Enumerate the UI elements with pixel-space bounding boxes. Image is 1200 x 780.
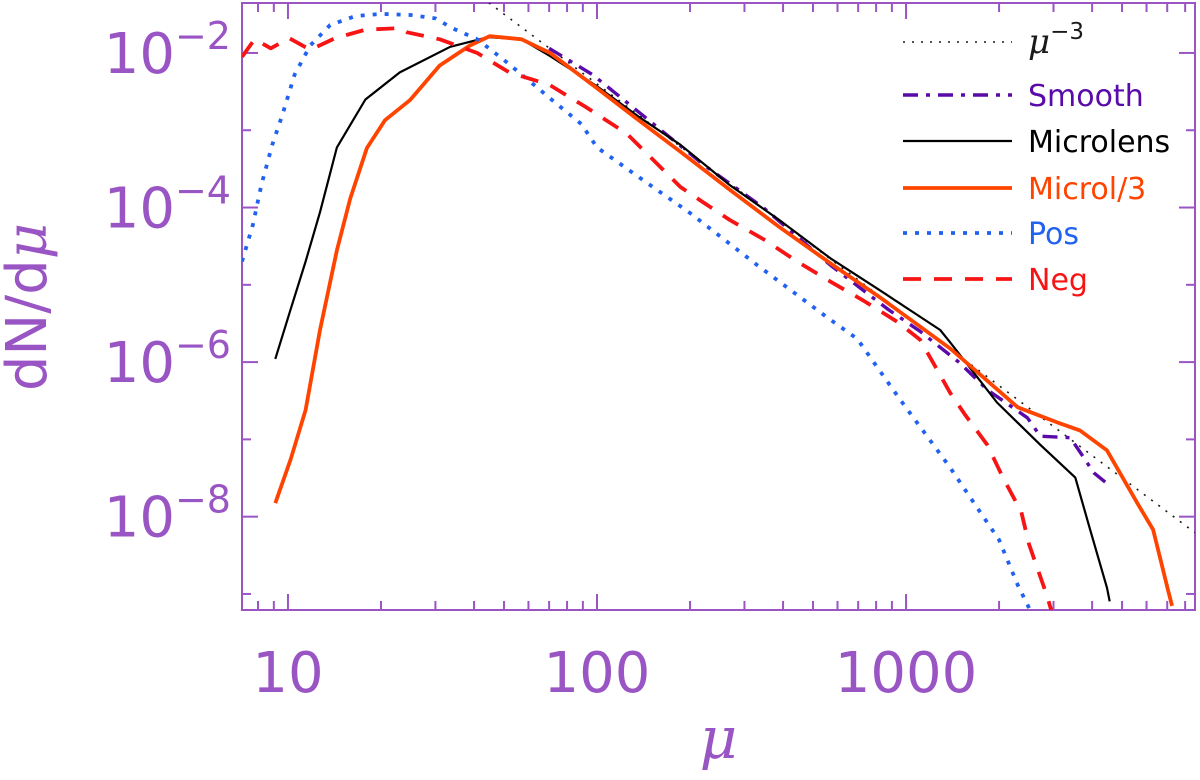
x-axis-label: μ [700,704,738,772]
x-tick-label: 10 [252,641,323,706]
legend-item-microlens: Microlens [903,125,1170,160]
legend-mu-minus-3-label: μ−3 [1028,19,1084,62]
series-mu-minus-3-line [488,3,1195,534]
series-pos-line [242,12,1033,610]
x-tick-label: 1000 [835,641,978,706]
y-axis-label: dN/dμ [0,223,60,391]
legend-smooth-label: Smooth [1028,79,1144,114]
series-microlens-line [274,36,1111,602]
legend: μ−3 Smooth Microlens Microl/3 Pos Neg [903,19,1170,298]
legend-item-neg: Neg [903,263,1088,298]
legend-pos-label: Pos [1028,217,1079,252]
legend-microlens-label: Microlens [1028,125,1170,160]
series-microl3-line [273,34,1174,607]
legend-neg-label: Neg [1028,263,1088,298]
axis-ticks [242,3,1195,610]
legend-item-smooth: Smooth [903,79,1144,114]
plot-border [241,2,1196,611]
y-tick-label: 10−4 [104,169,231,242]
curves [242,3,1195,610]
y-tick-label: 10−8 [104,478,231,551]
legend-microl3-label: Microl/3 [1028,172,1146,207]
legend-item-pos: Pos [903,217,1079,252]
series-neg-line [242,26,1054,610]
x-tick-label: 100 [544,641,651,706]
y-tick-label: 10−6 [104,323,231,396]
legend-item-microl3: Microl/3 [903,172,1146,207]
y-tick-label: 10−2 [104,14,231,87]
legend-item-mu-minus-3: μ−3 [903,19,1084,62]
